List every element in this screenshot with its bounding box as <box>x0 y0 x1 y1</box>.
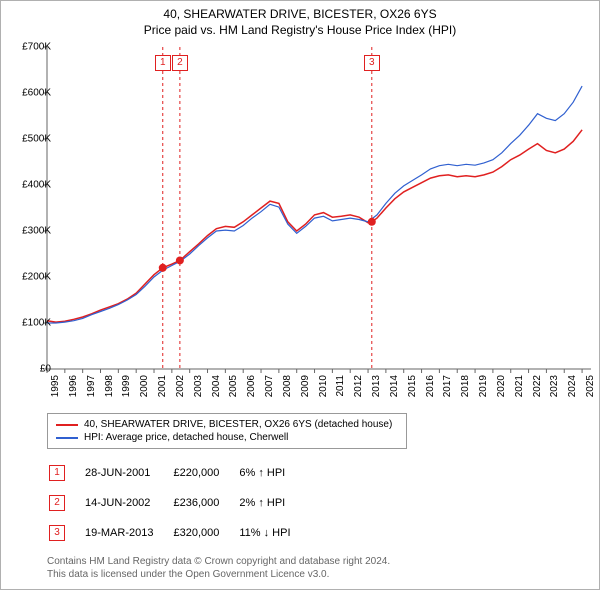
y-tick-label: £500K <box>5 134 51 145</box>
legend-label: 40, SHEARWATER DRIVE, BICESTER, OX26 6YS… <box>84 419 392 430</box>
y-tick-label: £700K <box>5 42 51 53</box>
x-tick-label: 2015 <box>407 375 418 397</box>
x-tick-label: 2003 <box>193 375 204 397</box>
legend-item-hpi: HPI: Average price, detached house, Cher… <box>56 431 398 444</box>
y-tick-label: £200K <box>5 272 51 283</box>
x-tick-label: 2007 <box>264 375 275 397</box>
x-tick-label: 2014 <box>389 375 400 397</box>
chart-marker-badge: 3 <box>364 55 380 71</box>
x-tick-label: 1997 <box>86 375 97 397</box>
footer-line: This data is licensed under the Open Gov… <box>47 568 390 581</box>
x-tick-label: 2000 <box>139 375 150 397</box>
x-tick-label: 2006 <box>246 375 257 397</box>
transaction-badge: 3 <box>49 525 65 541</box>
chart-svg <box>1 1 600 411</box>
transaction-row: 2 14-JUN-2002£236,0002% ↑ HPI <box>49 489 309 517</box>
x-tick-label: 2018 <box>460 375 471 397</box>
transaction-date: 14-JUN-2002 <box>85 489 171 517</box>
y-tick-label: £100K <box>5 318 51 329</box>
x-tick-label: 2017 <box>442 375 453 397</box>
legend-swatch <box>56 424 78 426</box>
y-tick-label: £400K <box>5 180 51 191</box>
transaction-date: 19-MAR-2013 <box>85 519 171 547</box>
x-tick-label: 1999 <box>121 375 132 397</box>
x-tick-label: 2002 <box>175 375 186 397</box>
x-tick-label: 2004 <box>211 375 222 397</box>
transaction-price: £320,000 <box>173 519 237 547</box>
y-tick-label: £300K <box>5 226 51 237</box>
x-tick-label: 2009 <box>300 375 311 397</box>
x-tick-label: 1995 <box>50 375 61 397</box>
x-tick-label: 2019 <box>478 375 489 397</box>
footer-line: Contains HM Land Registry data © Crown c… <box>47 555 390 568</box>
x-tick-label: 2025 <box>585 375 596 397</box>
x-tick-label: 2020 <box>496 375 507 397</box>
transaction-row: 3 19-MAR-2013£320,00011% ↓ HPI <box>49 519 309 547</box>
x-tick-label: 2011 <box>335 375 346 397</box>
transaction-delta: 2% ↑ HPI <box>239 489 308 517</box>
x-tick-label: 2012 <box>353 375 364 397</box>
transaction-date: 28-JUN-2001 <box>85 459 171 487</box>
y-tick-label: £0 <box>5 364 51 375</box>
x-tick-label: 2013 <box>371 375 382 397</box>
transaction-badge: 2 <box>49 495 65 511</box>
legend-label: HPI: Average price, detached house, Cher… <box>84 432 288 443</box>
x-tick-label: 2023 <box>549 375 560 397</box>
chart-marker-badge: 2 <box>172 55 188 71</box>
transaction-delta: 6% ↑ HPI <box>239 459 308 487</box>
legend: 40, SHEARWATER DRIVE, BICESTER, OX26 6YS… <box>47 413 407 449</box>
x-tick-label: 1998 <box>104 375 115 397</box>
x-tick-label: 2001 <box>157 375 168 397</box>
y-tick-label: £600K <box>5 88 51 99</box>
transaction-price: £236,000 <box>173 489 237 517</box>
transaction-delta: 11% ↓ HPI <box>239 519 308 547</box>
x-tick-label: 2021 <box>514 375 525 397</box>
transactions-table: 1 28-JUN-2001£220,0006% ↑ HPI 2 14-JUN-2002… <box>47 457 311 549</box>
x-tick-label: 2024 <box>567 375 578 397</box>
x-tick-label: 2016 <box>425 375 436 397</box>
x-tick-label: 2022 <box>532 375 543 397</box>
x-tick-label: 2008 <box>282 375 293 397</box>
x-tick-label: 1996 <box>68 375 79 397</box>
chart-marker-badge: 1 <box>155 55 171 71</box>
transaction-row: 1 28-JUN-2001£220,0006% ↑ HPI <box>49 459 309 487</box>
legend-item-price-paid: 40, SHEARWATER DRIVE, BICESTER, OX26 6YS… <box>56 418 398 431</box>
chart-container: { "header": { "title": "40, SHEARWATER D… <box>0 0 600 590</box>
legend-swatch <box>56 437 78 439</box>
transaction-badge: 1 <box>49 465 65 481</box>
footer-attribution: Contains HM Land Registry data © Crown c… <box>47 555 390 581</box>
x-tick-label: 2010 <box>318 375 329 397</box>
x-tick-label: 2005 <box>228 375 239 397</box>
transaction-price: £220,000 <box>173 459 237 487</box>
